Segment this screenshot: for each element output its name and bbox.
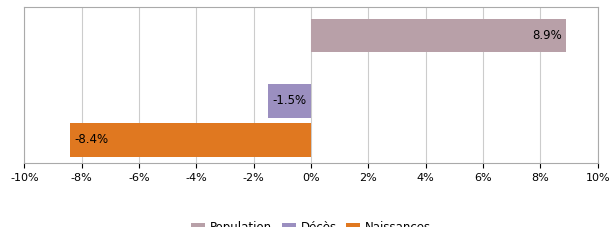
Text: -8.4%: -8.4% bbox=[74, 133, 109, 146]
Bar bbox=[311, 19, 566, 52]
Text: 8.9%: 8.9% bbox=[532, 29, 562, 42]
Text: -1.5%: -1.5% bbox=[273, 94, 306, 107]
Legend: Population, Décès, Naissances: Population, Décès, Naissances bbox=[187, 217, 436, 227]
Bar bbox=[268, 84, 311, 118]
Bar bbox=[70, 123, 311, 157]
